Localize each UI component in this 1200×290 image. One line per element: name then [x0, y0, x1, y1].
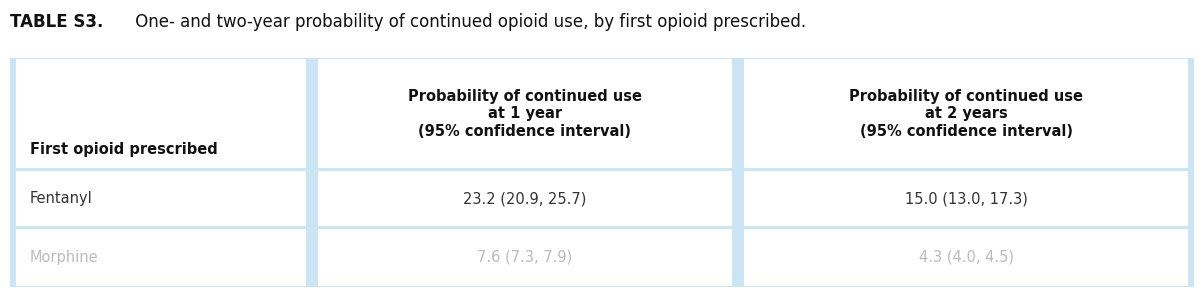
- Text: Probability of continued use
at 1 year
(95% confidence interval): Probability of continued use at 1 year (…: [408, 89, 642, 139]
- Text: 4.3 (4.0, 4.5): 4.3 (4.0, 4.5): [918, 250, 1014, 265]
- FancyBboxPatch shape: [16, 171, 306, 226]
- Text: 15.0 (13.0, 17.3): 15.0 (13.0, 17.3): [905, 191, 1027, 206]
- FancyBboxPatch shape: [318, 229, 732, 286]
- Text: TABLE S3.: TABLE S3.: [10, 13, 103, 31]
- Text: Fentanyl: Fentanyl: [30, 191, 92, 206]
- Text: 23.2 (20.9, 25.7): 23.2 (20.9, 25.7): [463, 191, 587, 206]
- Text: Probability of continued use
at 2 years
(95% confidence interval): Probability of continued use at 2 years …: [850, 89, 1084, 139]
- FancyBboxPatch shape: [16, 59, 306, 168]
- Text: One- and two-year probability of continued opioid use, by first opioid prescribe: One- and two-year probability of continu…: [130, 13, 806, 31]
- FancyBboxPatch shape: [744, 171, 1188, 226]
- FancyBboxPatch shape: [744, 229, 1188, 286]
- FancyBboxPatch shape: [318, 171, 732, 226]
- FancyBboxPatch shape: [318, 59, 732, 168]
- Text: Morphine: Morphine: [30, 250, 98, 265]
- Text: 7.6 (7.3, 7.9): 7.6 (7.3, 7.9): [478, 250, 572, 265]
- Text: First opioid prescribed: First opioid prescribed: [30, 142, 217, 157]
- FancyBboxPatch shape: [10, 58, 1194, 287]
- FancyBboxPatch shape: [744, 59, 1188, 168]
- FancyBboxPatch shape: [16, 229, 306, 286]
